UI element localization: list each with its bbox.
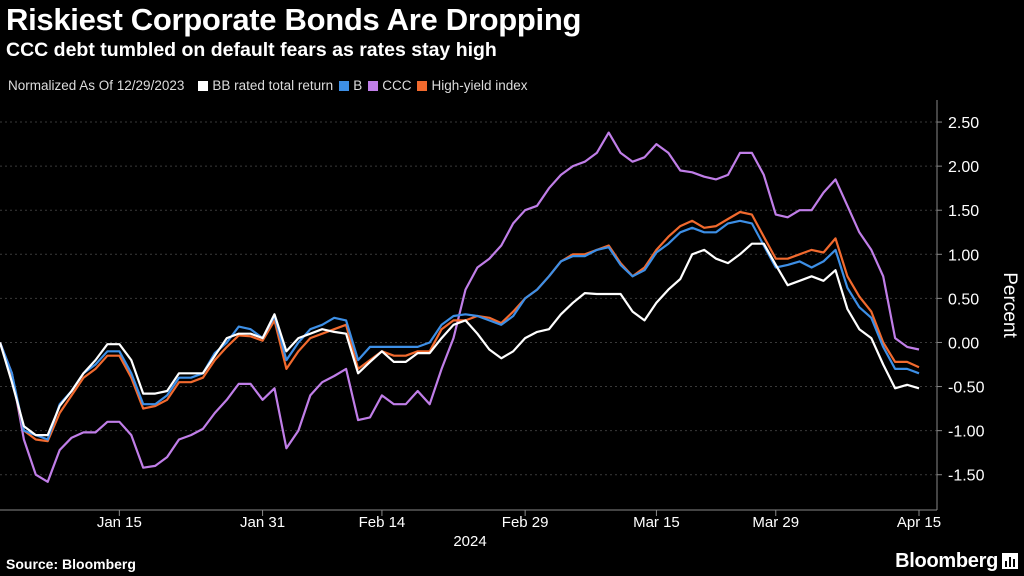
chart-title: Riskiest Corporate Bonds Are Dropping — [6, 2, 582, 37]
y-tick-label: -1.50 — [948, 468, 985, 485]
legend-swatch-ccc — [368, 80, 379, 91]
y-tick-label: -0.50 — [948, 380, 985, 397]
series-line-b — [0, 219, 920, 441]
y-tick-label: 0.50 — [948, 291, 979, 308]
y-tick-label: -1.00 — [948, 424, 985, 441]
y-tick-label: 0.00 — [948, 335, 979, 352]
y-axis-title: Percent — [999, 272, 1020, 338]
x-tick-label: Mar 29 — [752, 514, 799, 531]
legend-label-bb: BB rated total return — [212, 78, 334, 93]
chart-subtitle: CCC debt tumbled on default fears as rat… — [6, 39, 497, 61]
series-line-ccc — [0, 131, 920, 483]
source-note: Source: Bloomberg — [6, 556, 136, 572]
x-axis-year-label: 2024 — [453, 533, 486, 550]
x-tick-label: Feb 14 — [359, 514, 406, 531]
legend-note: Normalized As Of 12/29/2023 — [8, 78, 185, 93]
x-tick-label: Apr 15 — [897, 514, 941, 531]
x-tick-label: Jan 15 — [97, 514, 142, 531]
bloomberg-logo-icon — [1002, 553, 1018, 569]
series-line-high-yield-index — [0, 210, 920, 443]
legend-swatch-b — [339, 80, 350, 91]
y-tick-label: 1.00 — [948, 247, 979, 264]
y-tick-label: 2.00 — [948, 159, 979, 176]
legend-label-b: B — [353, 78, 363, 93]
legend-label-high-yield: High-yield index — [431, 78, 528, 93]
series-line-bb-rated-total-return — [0, 242, 920, 437]
legend-swatch-bb — [198, 80, 209, 91]
legend-swatch-high-yield — [417, 80, 428, 91]
x-tick-label: Jan 31 — [240, 514, 285, 531]
brand-name: Bloomberg — [895, 550, 998, 572]
legend-item-ccc: CCC — [368, 78, 411, 93]
legend-item-high-yield: High-yield index — [417, 78, 528, 93]
legend-label-ccc: CCC — [382, 78, 412, 93]
legend: Normalized As Of 12/29/2023 BB rated tot… — [8, 78, 534, 93]
x-tick-label: Feb 29 — [502, 514, 549, 531]
y-tick-label: 2.50 — [948, 115, 979, 132]
legend-item-b: B — [339, 78, 362, 93]
y-tick-label: 1.50 — [948, 203, 979, 220]
legend-item-bb: BB rated total return — [198, 78, 333, 93]
x-tick-label: Mar 15 — [633, 514, 680, 531]
